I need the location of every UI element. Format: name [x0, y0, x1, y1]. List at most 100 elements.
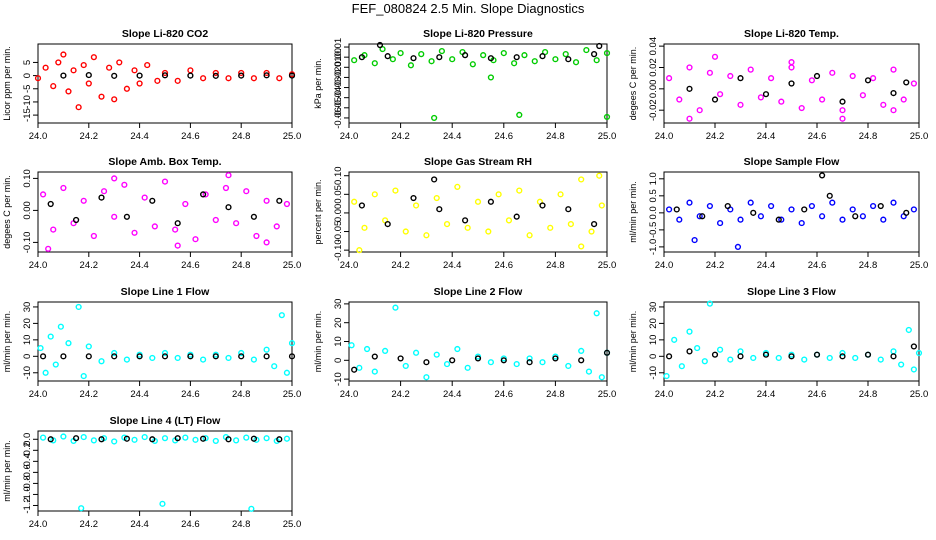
data-point — [487, 359, 495, 366]
data-point — [288, 340, 296, 347]
data-point — [233, 437, 240, 444]
data-point — [123, 213, 131, 220]
data-point — [438, 47, 445, 55]
data-point — [852, 354, 859, 362]
x-tick-label: 25.0 — [910, 389, 929, 400]
data-point — [727, 356, 734, 363]
plot-title: Slope Amb. Box Temp. — [108, 156, 221, 168]
x-tick-label: 24.8 — [859, 389, 878, 400]
data-point — [202, 435, 209, 442]
x-tick-label: 24.0 — [29, 260, 48, 271]
x-tick-label: 24.4 — [757, 260, 776, 271]
data-point — [598, 202, 605, 209]
x-tick-label: 24.6 — [181, 519, 200, 530]
data-point — [141, 194, 148, 201]
data-point — [716, 346, 724, 353]
data-point — [123, 356, 131, 363]
data-point — [433, 194, 440, 202]
data-point — [552, 56, 559, 63]
data-point — [859, 213, 867, 220]
data-point — [136, 353, 143, 360]
plot-frame — [37, 430, 293, 512]
data-point — [665, 75, 673, 82]
y-tick-label: -15 — [22, 108, 33, 122]
data-point — [72, 216, 80, 224]
series-flagged — [665, 343, 918, 360]
x-tick-label: 24.8 — [546, 260, 565, 271]
x-tick-label: 24.4 — [130, 389, 149, 400]
data-point — [243, 434, 250, 441]
y-tick-label: -0.8 — [22, 475, 33, 491]
data-point — [418, 51, 425, 58]
data-point — [500, 357, 507, 364]
data-point — [283, 435, 291, 442]
data-point — [250, 356, 258, 363]
data-point — [487, 198, 495, 205]
y-tick-label: -0.06 — [333, 107, 344, 129]
x-tick-label: 24.0 — [340, 131, 359, 142]
data-point — [686, 85, 693, 92]
data-point — [487, 55, 495, 62]
x-tick-label: 24.6 — [808, 131, 827, 142]
data-point — [578, 347, 585, 355]
series-flagged — [673, 172, 910, 223]
data-point — [603, 113, 611, 121]
data-point — [826, 192, 833, 199]
data-point — [565, 206, 572, 213]
data-point — [263, 239, 270, 246]
data-point — [706, 69, 714, 76]
y-tick-label: 0.00 — [333, 204, 344, 223]
y-tick-label: 0.00 — [22, 201, 33, 220]
data-point — [808, 202, 816, 210]
data-point — [603, 349, 611, 356]
data-point — [572, 59, 580, 66]
data-point — [829, 199, 836, 206]
data-point — [890, 199, 897, 206]
data-point — [462, 52, 469, 59]
x-tick-label: 24.8 — [232, 389, 251, 400]
y-tick-label: 20 — [22, 318, 33, 329]
data-point — [161, 69, 169, 77]
data-point — [565, 56, 572, 63]
data-point — [149, 197, 156, 204]
data-point — [590, 51, 598, 58]
data-point — [358, 202, 366, 209]
x-tick-label: 24.0 — [340, 260, 359, 271]
y-tick-label: -0.10 — [333, 239, 344, 261]
data-point — [813, 351, 821, 358]
data-point — [487, 74, 495, 81]
x-tick-label: 25.0 — [283, 519, 302, 530]
data-point — [98, 436, 105, 443]
x-tick-label: 24.4 — [130, 519, 149, 530]
y-axis-label: degees C per min. — [628, 47, 638, 121]
data-point — [750, 209, 757, 216]
data-point — [801, 356, 808, 363]
data-point — [734, 243, 742, 250]
data-point — [407, 62, 415, 69]
data-point — [151, 223, 158, 230]
data-point — [356, 364, 363, 371]
data-point — [45, 245, 52, 252]
plot-frame — [37, 43, 293, 124]
data-point — [676, 96, 683, 103]
data-point — [849, 72, 856, 80]
series-all — [39, 433, 291, 512]
y-tick-label: 0.0 — [22, 433, 33, 446]
plot-frame — [348, 43, 608, 124]
x-tick-label: 24.4 — [443, 389, 462, 400]
data-point — [288, 353, 296, 360]
data-point — [801, 206, 808, 213]
series-flagged — [60, 71, 296, 79]
data-point — [431, 176, 438, 183]
y-tick-label: 20 — [648, 318, 659, 329]
data-point — [737, 353, 744, 360]
data-point — [85, 353, 92, 360]
data-point — [39, 353, 47, 360]
data-point — [141, 433, 148, 441]
data-point — [747, 199, 754, 206]
data-point — [839, 107, 846, 114]
data-point — [485, 228, 492, 235]
data-point — [593, 57, 600, 64]
data-point — [910, 366, 918, 373]
data-point — [915, 349, 923, 357]
